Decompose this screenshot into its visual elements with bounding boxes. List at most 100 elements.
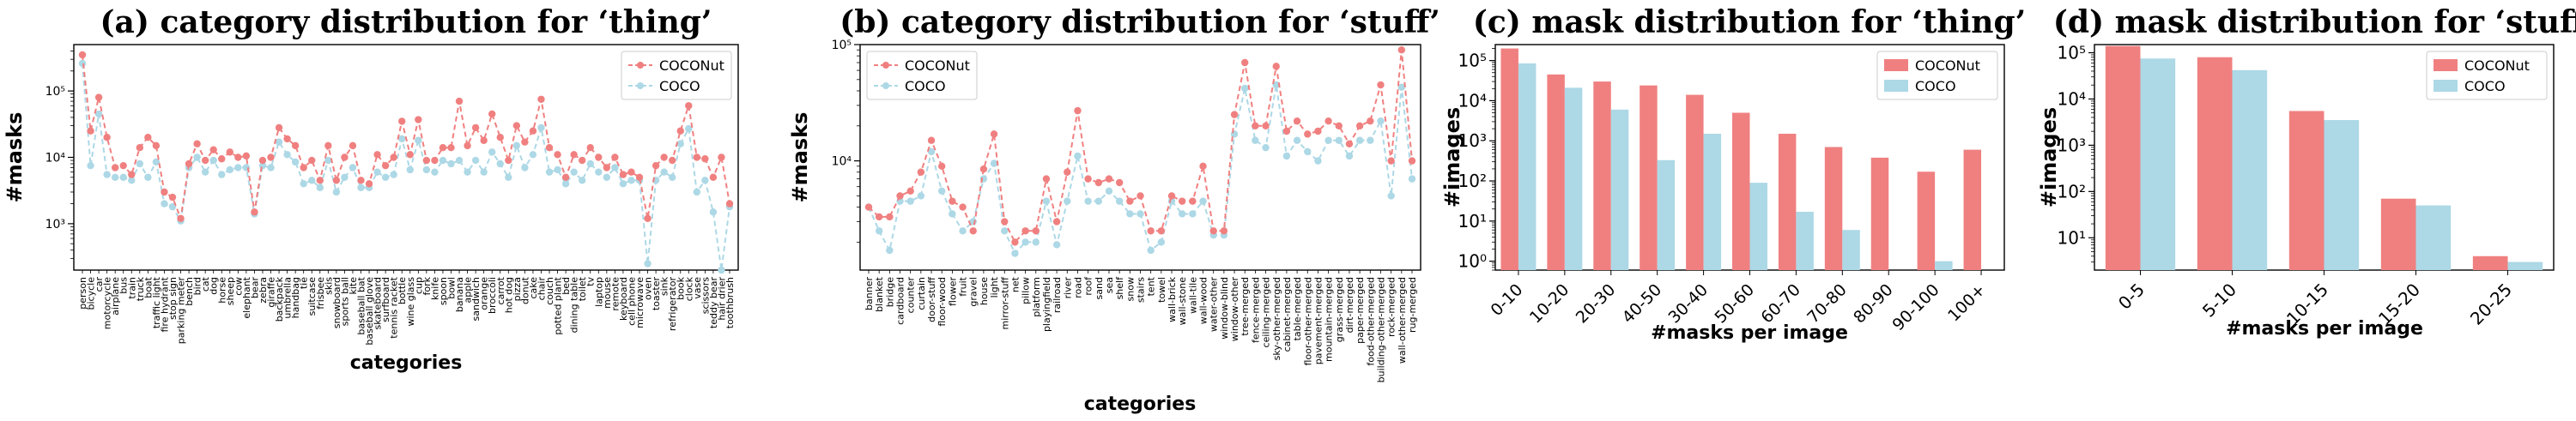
data-point-coco xyxy=(1147,246,1155,255)
legend-marker xyxy=(637,62,644,69)
x-tick-label: airplane xyxy=(110,277,121,316)
x-tick-label: table-merged xyxy=(1292,277,1303,340)
bar-coco xyxy=(2324,120,2360,270)
data-point-coconut xyxy=(300,164,307,171)
data-point-coconut xyxy=(1241,58,1249,67)
x-tick-label: frisbee xyxy=(315,277,326,310)
data-point-coconut xyxy=(1377,81,1385,89)
data-point-coconut xyxy=(398,117,406,125)
data-point-coconut xyxy=(927,136,936,144)
data-point-coco xyxy=(464,168,471,176)
data-point-coconut xyxy=(349,141,357,150)
legend-label: COCO xyxy=(2464,78,2506,94)
bar-coconut xyxy=(1500,48,1518,271)
x-tick-label: microwave xyxy=(634,277,646,328)
x-tick-label: wine glass xyxy=(405,277,416,327)
data-point-coconut xyxy=(1011,238,1019,246)
data-point-coconut xyxy=(554,151,561,159)
legend: COCONut COCO xyxy=(2426,51,2548,100)
x-tick-label: toaster xyxy=(651,277,662,311)
data-point-coco xyxy=(349,164,357,171)
data-point-coco xyxy=(561,180,570,188)
data-point-coconut xyxy=(886,213,894,221)
x-tick-label: sky-other-merged xyxy=(1271,277,1282,360)
data-point-coconut xyxy=(258,156,267,165)
data-point-coco xyxy=(103,171,111,178)
legend-label: COCO xyxy=(1915,78,1956,94)
x-tick-label: grass-merged xyxy=(1334,277,1345,342)
data-point-coconut xyxy=(464,141,471,150)
bar-coco xyxy=(2232,69,2268,270)
data-point-coconut xyxy=(87,127,94,135)
x-tick-label: mirror-stuff xyxy=(999,277,1010,330)
x-tick-label: 70-80 xyxy=(1803,280,1851,328)
data-point-coconut xyxy=(709,173,718,181)
legend: COCONut COCO xyxy=(866,51,978,100)
legend-box xyxy=(621,51,732,100)
chart-panel-d: (d) mask distribution for ‘stuff’ 10¹ 10² 1… xyxy=(2037,4,2576,340)
x-tick-label: wall-stone xyxy=(1177,277,1188,326)
x-tick-label: giraffe xyxy=(266,277,277,308)
x-tick-label: dining table xyxy=(569,277,580,334)
x-tick-label: knife xyxy=(429,277,440,300)
x-tick-label: zebra xyxy=(258,277,269,304)
x-tick-label: cell phone xyxy=(626,277,637,326)
data-point-coco xyxy=(87,161,94,170)
x-tick-label: sheep xyxy=(225,277,236,305)
data-point-coconut xyxy=(1074,106,1082,115)
data-point-coco xyxy=(1042,197,1051,205)
x-tick-label: pillow xyxy=(1021,277,1032,304)
data-point-coconut xyxy=(218,155,226,163)
data-point-coco xyxy=(1157,238,1166,246)
legend: COCONut COCO xyxy=(1876,51,1998,100)
data-point-coconut xyxy=(938,162,946,171)
x-tick-label: hair drier xyxy=(716,277,727,321)
x-tick-label: backpack xyxy=(274,276,285,322)
x-tick-label: 90-100 xyxy=(1889,280,1943,334)
data-point-coconut xyxy=(193,140,201,147)
x-tick-label: roof xyxy=(1083,276,1094,296)
data-point-coconut xyxy=(521,138,529,146)
data-point-coconut xyxy=(161,188,168,196)
x-tick-label: stairs xyxy=(1136,277,1147,303)
data-point-coconut xyxy=(1032,227,1039,235)
data-point-coco xyxy=(201,168,209,176)
data-point-coconut xyxy=(415,116,422,123)
x-tick-label: baseball bat xyxy=(356,276,367,334)
x-tick-label: tie xyxy=(299,277,310,289)
data-point-coconut xyxy=(1042,175,1051,183)
legend-swatch xyxy=(2434,80,2458,92)
data-point-coconut xyxy=(1293,117,1301,125)
x-tick-label: bear xyxy=(249,277,260,298)
x-tick-label: teddy bear xyxy=(708,277,719,329)
x-tick-label: dirt-merged xyxy=(1344,277,1355,333)
x-tick-label: skateboard xyxy=(373,277,384,330)
y-tick-label: 10⁴ xyxy=(2058,88,2086,109)
x-tick-label: 5-10 xyxy=(2198,280,2240,322)
x-tick-label: 50-60 xyxy=(1711,280,1758,328)
chart-panel-a: (a) category distribution for ‘thing’ 10³… xyxy=(3,4,739,374)
data-point-coconut xyxy=(234,153,242,161)
bar-coco xyxy=(1796,212,1814,270)
data-point-coco xyxy=(226,165,233,174)
x-tick-label: mountain-merged xyxy=(1324,277,1335,362)
bar-coconut xyxy=(2472,256,2508,270)
data-point-coconut xyxy=(969,227,977,235)
data-point-coconut xyxy=(1355,122,1364,129)
x-tick-label: fruit xyxy=(958,276,969,296)
data-point-coco xyxy=(209,156,217,165)
chart-title: (c) mask distribution for ‘thing’ xyxy=(1473,4,2026,40)
x-tick-label: keyboard xyxy=(618,277,629,321)
x-tick-label: house xyxy=(979,277,990,305)
x-tick-label: ceiling-merged xyxy=(1261,277,1272,347)
y-tick-label: 10² xyxy=(2058,181,2086,201)
chart-panel-c: (c) mask distribution for ‘thing’ 10⁰ 10¹ 1… xyxy=(1440,4,2026,344)
data-point-coconut xyxy=(1324,117,1332,125)
x-tick-label: 20-30 xyxy=(1573,280,1620,328)
data-point-coco xyxy=(324,156,332,165)
data-point-coconut xyxy=(864,203,873,211)
x-tick-label: 30-40 xyxy=(1665,280,1712,328)
x-tick-label: net xyxy=(1009,276,1021,292)
data-point-coco xyxy=(570,168,578,176)
data-point-coconut xyxy=(1345,140,1354,147)
